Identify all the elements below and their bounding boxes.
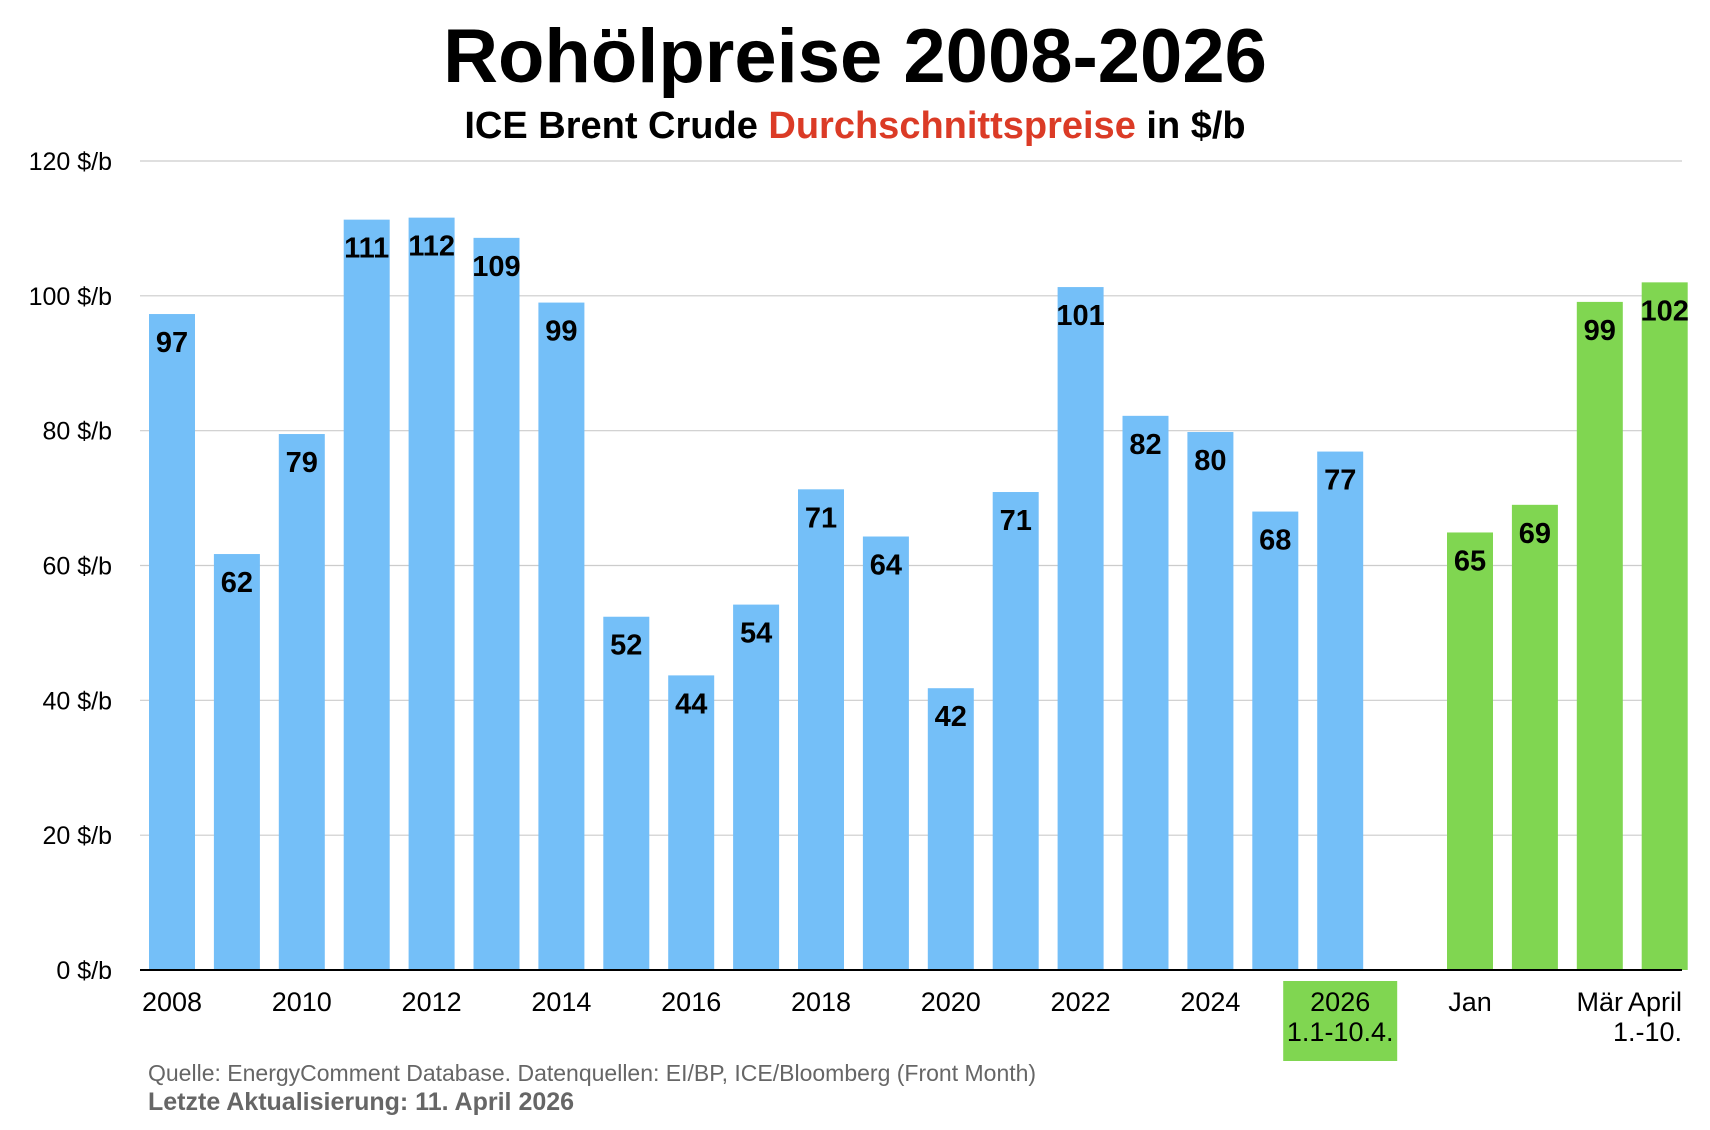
x-tick-label: 1.1-10.4.	[1287, 1017, 1394, 1047]
y-tick-label: 40 $/b	[42, 687, 112, 715]
x-tick-label: April	[1628, 987, 1682, 1017]
value-label: 99	[1584, 315, 1616, 347]
x-tick-label: 2026	[1310, 987, 1370, 1017]
x-tick-label: 2022	[1051, 987, 1111, 1017]
bar	[1641, 282, 1688, 971]
value-label: 109	[472, 251, 520, 283]
subtitle-prefix: ICE Brent Crude	[464, 105, 768, 147]
value-label: 97	[156, 327, 188, 359]
value-label: 101	[1056, 300, 1104, 332]
value-label: 112	[408, 231, 455, 263]
value-label: 71	[1000, 505, 1032, 537]
bar	[992, 492, 1039, 970]
y-tick-label: 100 $/b	[29, 283, 112, 311]
bar	[1317, 451, 1364, 971]
bar	[798, 489, 844, 970]
bar	[1122, 415, 1169, 971]
bars	[149, 217, 1688, 971]
value-label: 68	[1259, 525, 1291, 557]
value-label: 65	[1454, 545, 1486, 577]
x-tick-label: 1.-10.	[1613, 1017, 1682, 1047]
subtitle-suffix: in $/b	[1136, 105, 1246, 147]
bar	[1057, 287, 1104, 970]
bar	[213, 554, 260, 970]
value-label: 79	[286, 447, 318, 479]
value-label: 42	[935, 701, 967, 733]
bar	[927, 688, 974, 970]
x-tick-label: 2010	[272, 987, 332, 1017]
value-labels: 97 62 79 111 112 109 99 52 44 54 71 64 42 71 101 82 80 68…	[156, 231, 1689, 734]
value-label: 71	[805, 502, 837, 534]
y-tick-label: 60 $/b	[42, 553, 112, 581]
value-label: 111	[344, 233, 389, 265]
gridlines	[140, 160, 1682, 836]
bar	[1252, 511, 1299, 970]
value-label: 52	[610, 630, 642, 662]
bar	[668, 675, 715, 970]
x-tick-label: Mär	[1577, 987, 1624, 1017]
y-axis: 0 $/b 20 $/b 40 $/b 60 $/b 80 $/b 100 $/b 120 …	[29, 148, 112, 985]
bar	[1576, 301, 1623, 970]
bar	[408, 217, 455, 970]
x-tick-label: 2020	[921, 987, 981, 1017]
x-tick-label: 2016	[661, 987, 721, 1017]
bar	[603, 616, 650, 970]
value-label: 54	[740, 618, 772, 650]
value-label: 69	[1519, 518, 1551, 550]
bar	[1511, 504, 1558, 970]
highlight-tick-background	[1283, 981, 1398, 1061]
x-tick-label: 2008	[142, 987, 202, 1017]
bar	[733, 604, 780, 970]
source-note: Quelle: EnergyComment Database. Datenque…	[148, 1060, 1036, 1086]
bar	[862, 536, 909, 970]
bar	[149, 314, 195, 970]
x-tick-label: 2012	[402, 987, 462, 1017]
value-label: 62	[221, 567, 253, 599]
bar	[1187, 432, 1234, 970]
x-tick-label: Jan	[1448, 987, 1492, 1017]
update-note: Letzte Aktualisierung: 11. April 2026	[148, 1088, 574, 1116]
value-label: 64	[870, 550, 902, 582]
value-label: 80	[1194, 445, 1226, 477]
subtitle-highlight: Durchschnittspreise	[768, 105, 1135, 147]
value-label: 77	[1324, 465, 1356, 497]
value-label: 102	[1641, 295, 1689, 327]
bar	[1447, 532, 1493, 970]
chart-title: Rohölpreise 2008-2026	[443, 14, 1267, 99]
x-tick-label: 2024	[1180, 987, 1240, 1017]
value-label: 82	[1129, 429, 1161, 461]
value-label: 99	[545, 316, 577, 348]
y-tick-label: 0 $/b	[56, 957, 112, 985]
y-tick-label: 80 $/b	[42, 418, 112, 446]
chart-subtitle: ICE Brent Crude Durchschnittspreise in $…	[464, 105, 1245, 147]
y-tick-label: 120 $/b	[29, 148, 112, 176]
bar	[473, 237, 520, 971]
value-label: 44	[675, 688, 707, 720]
bar	[278, 434, 325, 971]
bar	[343, 219, 390, 971]
x-tick-label: 2014	[531, 987, 591, 1017]
x-tick-label: 2018	[791, 987, 851, 1017]
y-tick-label: 20 $/b	[42, 822, 112, 850]
bar	[538, 302, 585, 970]
